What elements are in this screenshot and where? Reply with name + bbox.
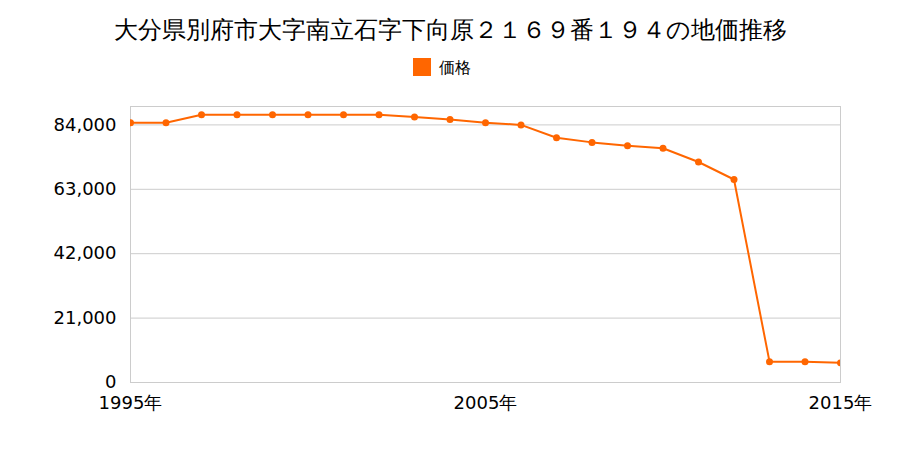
- svg-text:42,000: 42,000: [54, 242, 117, 263]
- svg-text:1995年: 1995年: [99, 392, 163, 413]
- svg-text:84,000: 84,000: [54, 114, 117, 135]
- svg-text:2005年: 2005年: [454, 392, 518, 413]
- svg-text:0: 0: [105, 371, 116, 392]
- svg-text:2015年: 2015年: [809, 392, 873, 413]
- svg-text:63,000: 63,000: [54, 178, 117, 199]
- html-text:大分県別府市大字南立石字下向原２１６９番１９４の地価推移: 大分県別府市大字南立石字下向原２１６９番１９４の地価推移: [113, 16, 787, 44]
- svg-text:21,000: 21,000: [54, 307, 117, 328]
- html-text:価格: 価格: [439, 58, 471, 77]
